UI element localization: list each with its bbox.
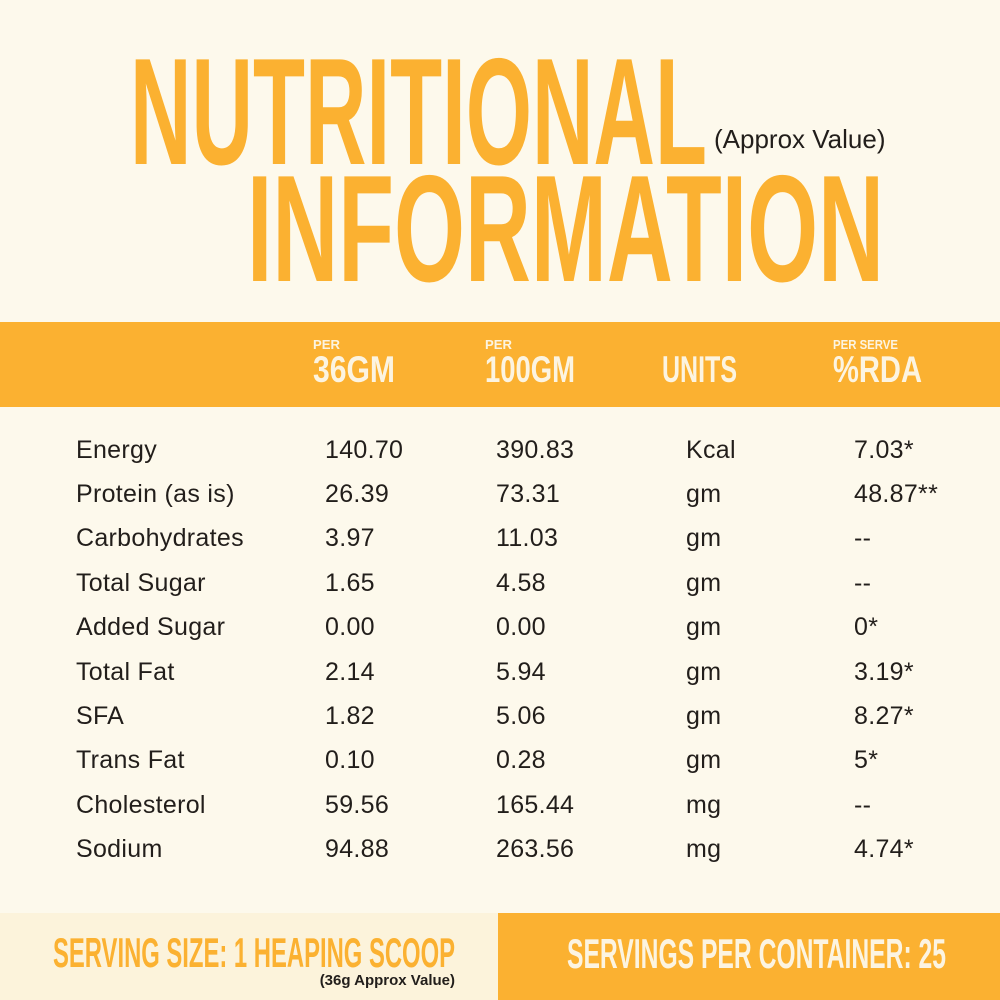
table-row: Total Sugar 1.65 4.58 gm -- <box>0 561 1000 605</box>
row-rda: 0* <box>854 613 879 642</box>
row-per100: 263.56 <box>496 835 575 864</box>
row-per100: 165.44 <box>496 790 575 819</box>
row-label: Carbohydrates <box>76 524 244 553</box>
row-per100: 11.03 <box>496 524 559 553</box>
servings-per-container-text-svg: SERVINGS PER CONTAINER: 25 <box>567 930 946 977</box>
nutrition-table-body: Energy 140.70 390.83 Kcal 7.03* Protein … <box>0 428 1000 872</box>
row-rda: 7.03* <box>854 435 914 464</box>
table-row: SFA 1.82 5.06 gm 8.27* <box>0 694 1000 738</box>
row-per36: 2.14 <box>325 657 375 686</box>
header-per100-small: PER <box>485 337 513 352</box>
header-rda-small: PER SERVE <box>833 337 898 352</box>
row-rda: 3.19* <box>854 657 914 686</box>
row-per100: 0.00 <box>496 613 546 642</box>
table-row: Protein (as is) 26.39 73.31 gm 48.87** <box>0 472 1000 516</box>
row-units: gm <box>686 480 722 509</box>
row-rda: -- <box>854 524 872 553</box>
row-per100: 5.06 <box>496 702 546 731</box>
header-per36-small: PER <box>313 337 341 352</box>
row-label: SFA <box>76 702 125 731</box>
table-row: Carbohydrates 3.97 11.03 gm -- <box>0 517 1000 561</box>
row-per36: 1.65 <box>325 568 375 597</box>
row-per36: 140.70 <box>325 435 404 464</box>
row-label: Total Fat <box>76 657 175 686</box>
row-rda: 5* <box>854 746 879 775</box>
servings-per-container-panel: SERVINGS PER CONTAINER: 25 <box>498 913 1000 1000</box>
row-per100: 4.58 <box>496 568 546 597</box>
header-units: UNITS <box>662 349 737 390</box>
row-units: gm <box>686 613 722 642</box>
row-per36: 94.88 <box>325 835 390 864</box>
table-row: Added Sugar 0.00 0.00 gm 0* <box>0 606 1000 650</box>
serving-size-text-svg: SERVING SIZE: 1 HEAPING SCOOP <box>53 929 455 976</box>
row-per100: 0.28 <box>496 746 546 775</box>
serving-size-panel: SERVING SIZE: 1 HEAPING SCOOP (36g Appro… <box>0 913 498 1000</box>
row-label: Protein (as is) <box>76 480 235 509</box>
header-per36-big: 36GM <box>313 349 395 390</box>
row-label: Cholesterol <box>76 790 206 819</box>
table-row: Sodium 94.88 263.56 mg 4.74* <box>0 828 1000 872</box>
row-units: mg <box>686 790 722 819</box>
row-label: Total Sugar <box>76 568 206 597</box>
row-per36: 26.39 <box>325 480 390 509</box>
row-units: gm <box>686 568 722 597</box>
servings-per-container-text: SERVINGS PER CONTAINER: 25 <box>567 930 946 977</box>
title-line1: NUTRITIONAL <box>130 27 707 197</box>
table-row: Total Fat 2.14 5.94 gm 3.19* <box>0 650 1000 694</box>
row-label: Sodium <box>76 835 163 864</box>
row-rda: 8.27* <box>854 702 914 731</box>
row-label: Energy <box>76 435 158 464</box>
table-row: Cholesterol 59.56 165.44 mg -- <box>0 783 1000 827</box>
table-row: Energy 140.70 390.83 Kcal 7.03* <box>0 428 1000 472</box>
serving-size-note: (36g Approx Value) <box>319 972 455 989</box>
row-per100: 73.31 <box>496 480 561 509</box>
row-per36: 0.00 <box>325 613 375 642</box>
row-per36: 3.97 <box>325 524 375 553</box>
title-line2: INFORMATION <box>247 144 884 314</box>
header-rda-big: %RDA <box>833 349 922 390</box>
table-header-labels: PER 36GM PER 100GM UNITS PER SERVE %RDA <box>313 337 922 390</box>
approx-value-note: (Approx Value) <box>714 124 886 154</box>
row-per100: 5.94 <box>496 657 546 686</box>
row-rda: 48.87** <box>854 480 939 509</box>
row-units: gm <box>686 702 722 731</box>
row-rda: 4.74* <box>854 835 914 864</box>
row-per100: 390.83 <box>496 435 575 464</box>
row-label: Trans Fat <box>76 746 185 775</box>
table-row: Trans Fat 0.10 0.28 gm 5* <box>0 739 1000 783</box>
serving-size-text: SERVING SIZE: 1 HEAPING SCOOP <box>53 929 455 976</box>
page-title: NUTRITIONAL INFORMATION <box>130 27 884 314</box>
row-rda: -- <box>854 568 872 597</box>
row-rda: -- <box>854 790 872 819</box>
row-per36: 59.56 <box>325 790 390 819</box>
row-per36: 0.10 <box>325 746 375 775</box>
row-units: gm <box>686 657 722 686</box>
row-units: mg <box>686 835 722 864</box>
row-per36: 1.82 <box>325 702 375 731</box>
header-per100-big: 100GM <box>485 349 575 390</box>
row-units: Kcal <box>686 435 736 464</box>
row-units: gm <box>686 746 722 775</box>
row-label: Added Sugar <box>76 613 226 642</box>
table-header-bar: PER 36GM PER 100GM UNITS PER SERVE %RDA <box>0 322 1000 407</box>
row-units: gm <box>686 524 722 553</box>
